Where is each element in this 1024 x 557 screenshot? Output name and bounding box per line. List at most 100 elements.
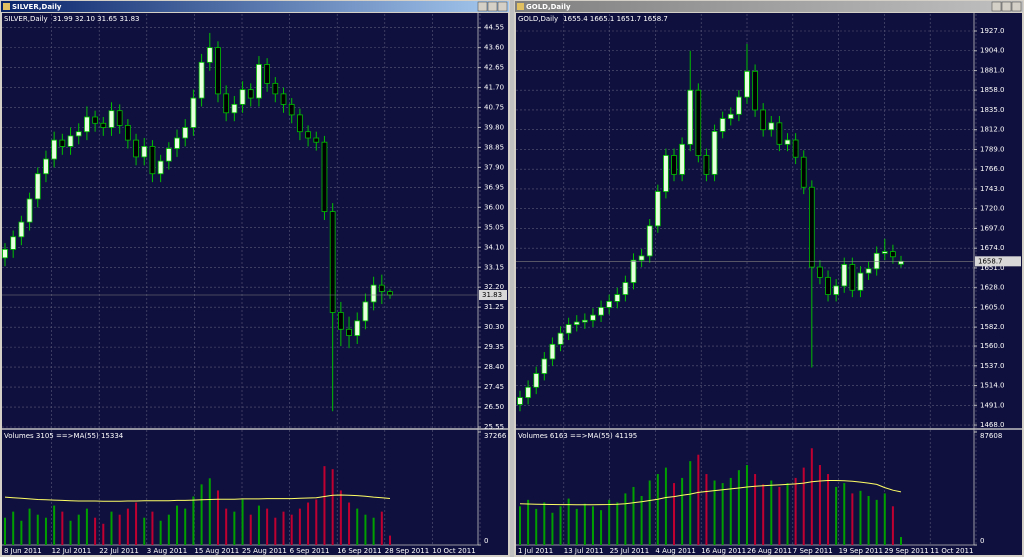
candle-body (247, 89, 254, 99)
volume-bar (36, 514, 39, 545)
volume-bar (110, 511, 113, 545)
candle-body (337, 312, 344, 330)
candle-body (630, 259, 637, 283)
y-tick-label: 36.00 (484, 203, 504, 211)
y-tick-label: 1651.0 (980, 264, 1005, 272)
candle-body (231, 103, 238, 114)
volume-bar (729, 477, 732, 545)
volume-bar (891, 506, 894, 545)
volume-ma-line (519, 480, 902, 506)
candle-body (297, 114, 303, 133)
symbol: SILVER,Daily (4, 15, 48, 23)
window-min-button[interactable] (477, 1, 488, 12)
volume-bar (559, 506, 562, 545)
volume-bar (167, 514, 170, 545)
candle-body (752, 70, 758, 111)
volume-bar (77, 514, 80, 545)
volume-bar (28, 508, 31, 545)
ohlc: 31.99 32.10 31.65 31.83 (53, 15, 140, 23)
candle-body (34, 173, 41, 200)
volume-bar (664, 467, 667, 545)
volume-bar (323, 466, 326, 545)
candle-body (75, 131, 82, 137)
y-tick-label: 44.55 (484, 24, 504, 32)
y-tick-label: 1720.0 (980, 205, 1005, 213)
candle-body (182, 127, 189, 139)
y-tick-label: 32.20 (484, 283, 504, 291)
window-title: SILVER,Daily (12, 3, 62, 11)
y-tick-label: 1674.0 (980, 244, 1005, 252)
volume-bar (176, 505, 179, 545)
x-tick-label: 19 Sep 2011 (839, 547, 883, 555)
volume-bar (307, 502, 310, 545)
volume-bar (721, 483, 724, 545)
volume-bar (274, 517, 277, 545)
candle-body (768, 122, 775, 131)
volume-bar (851, 493, 854, 545)
volume-bar (591, 506, 594, 545)
candle-body (100, 122, 107, 128)
volume-bar (843, 483, 846, 545)
volume-bar (249, 514, 252, 545)
candle-body (387, 291, 393, 296)
volume-bar (567, 498, 570, 545)
volume-bar (225, 508, 228, 545)
volume-bar (656, 474, 659, 545)
x-tick-label: 22 Jul 2011 (99, 547, 139, 555)
volume-bar (616, 502, 619, 545)
symbol: GOLD,Daily (518, 15, 558, 23)
window-min-button[interactable] (991, 1, 1002, 12)
y-tick-label: 1697.0 (980, 224, 1005, 232)
candle-body (573, 321, 580, 325)
candle-body (646, 225, 653, 257)
volume-bar (705, 474, 708, 545)
volume-bar (810, 448, 813, 545)
y-tick-label: 33.15 (484, 263, 504, 271)
candle-body (825, 276, 831, 295)
y-tick-label: 1628.0 (980, 284, 1005, 292)
last-price-box (975, 256, 1021, 267)
last-price-label: 1658.7 (978, 257, 1003, 265)
candle-body (663, 155, 669, 192)
window-close-button[interactable] (1011, 1, 1022, 12)
window-title: GOLD,Daily (526, 3, 571, 11)
chart-area (2, 13, 508, 555)
window-max-button[interactable] (487, 1, 498, 12)
y-tick-label: 1605.0 (980, 303, 1005, 311)
y-tick-label: 1537.0 (980, 362, 1005, 370)
volume-bar (389, 535, 391, 545)
y-tick-label: 1560.0 (980, 342, 1005, 350)
volume-bar (331, 469, 334, 545)
candle-body (370, 284, 377, 303)
volume-title: Volumes 6163 ==>MA(55) 41195 (518, 432, 637, 440)
y-tick-label: 1835.0 (980, 106, 1005, 114)
volume-title: Volumes 3105 ==>MA(55) 15334 (4, 432, 124, 440)
y-tick-label: 34.10 (484, 243, 504, 251)
volume-bar (192, 496, 195, 545)
candle-body (346, 328, 352, 336)
volume-bar (241, 499, 244, 545)
candle-body (808, 186, 815, 268)
y-tick-label: 27.45 (484, 383, 504, 391)
candle-body (51, 139, 58, 160)
candle-body (18, 221, 25, 238)
candle-body (671, 155, 677, 175)
volume-bar (535, 508, 538, 545)
window-close-button[interactable] (497, 1, 508, 12)
window-max-button[interactable] (1001, 1, 1012, 12)
x-tick-label: 13 Jul 2011 (564, 547, 604, 555)
candle-body (92, 116, 98, 124)
volume-bar (372, 517, 375, 545)
y-tick-label: 1468.0 (980, 421, 1005, 429)
volume-bar (770, 480, 773, 545)
volume-bar (762, 484, 765, 545)
candle-body (256, 64, 262, 99)
candle-body (10, 236, 17, 250)
candle-body (541, 358, 548, 374)
volume-bar (778, 486, 781, 545)
y-tick-label: 43.60 (484, 44, 504, 52)
candle-body (157, 160, 164, 175)
candle-body (321, 141, 328, 212)
candle-body (215, 47, 221, 95)
y-tick-label: 30.30 (484, 323, 504, 331)
